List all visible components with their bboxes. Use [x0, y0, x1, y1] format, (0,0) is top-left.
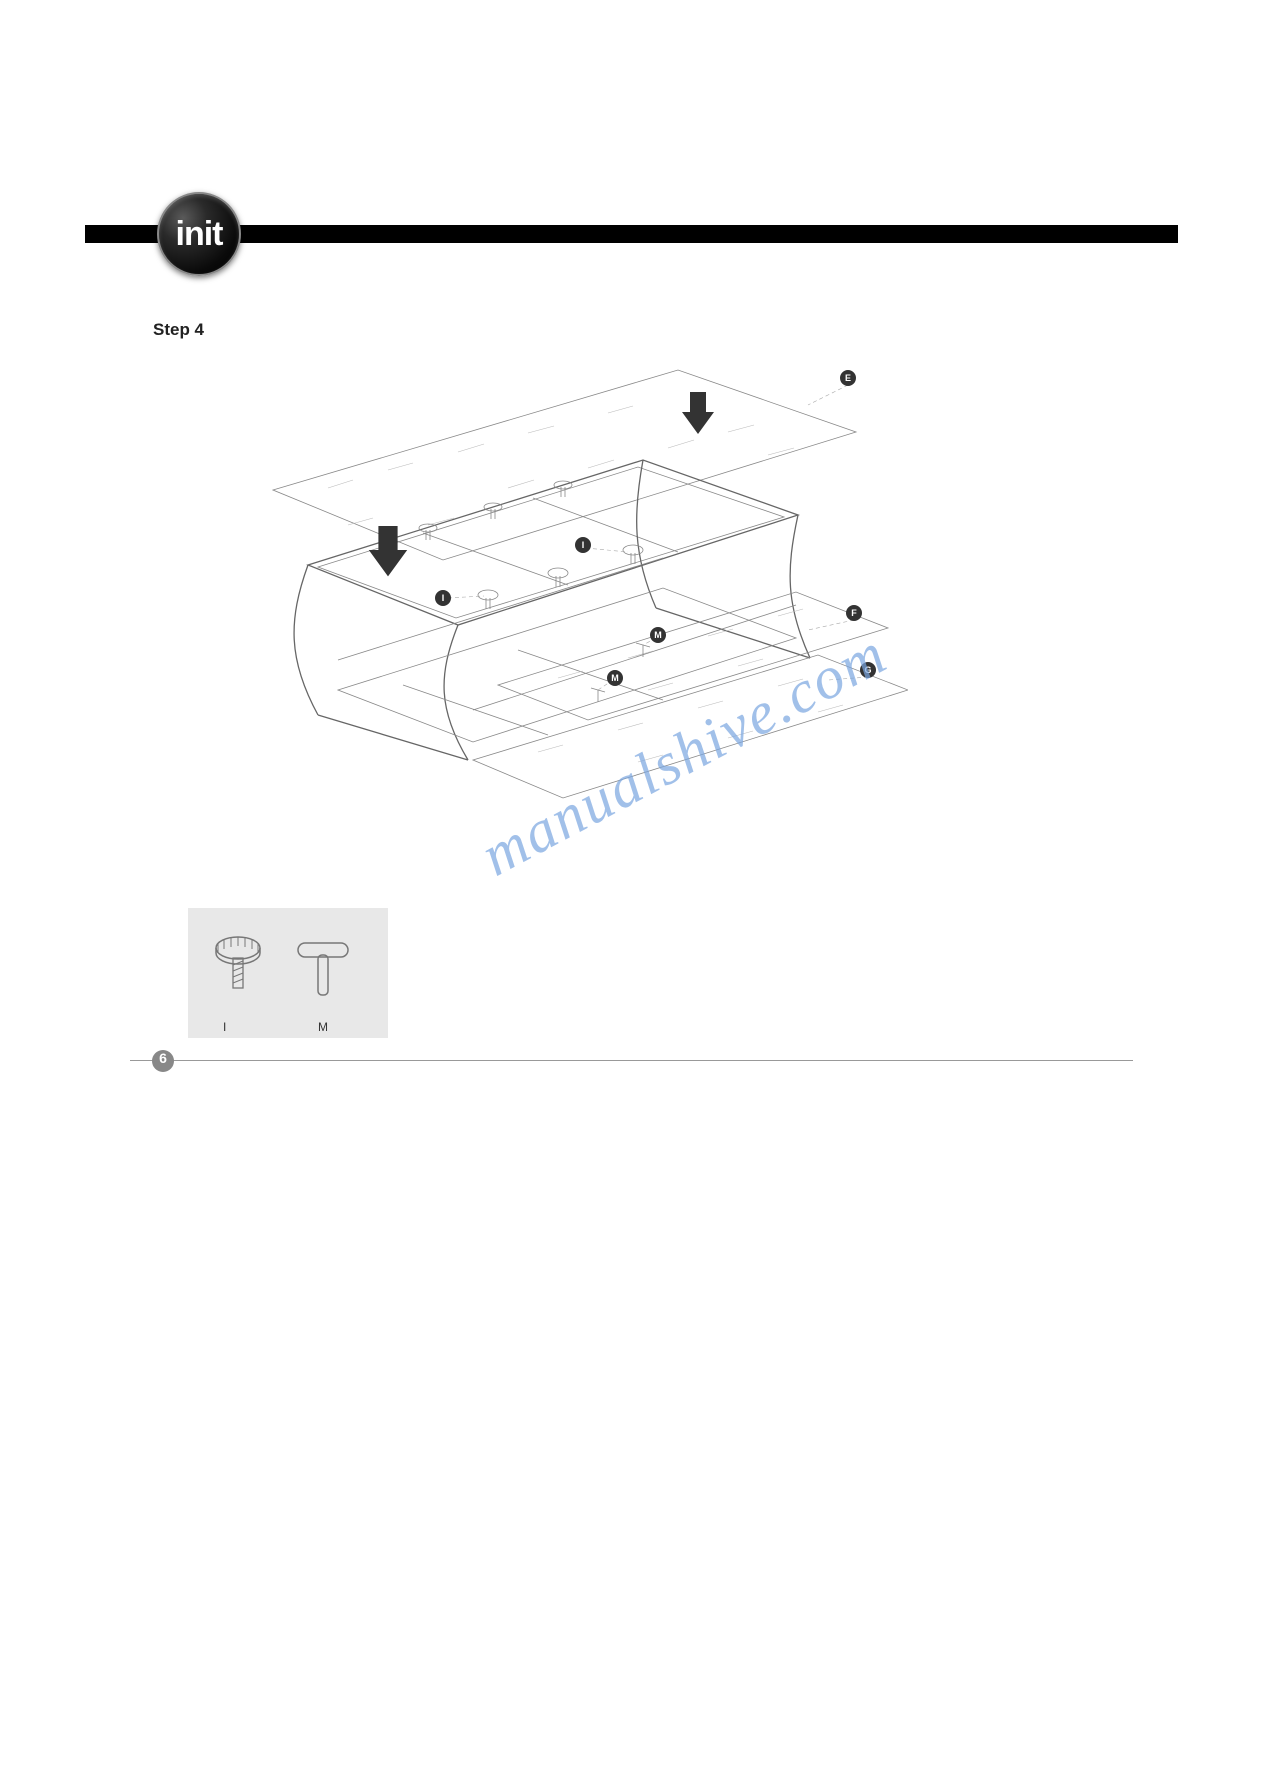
top-shelf-e — [273, 370, 856, 560]
bottom-shelf-g — [473, 655, 908, 798]
svg-text:F: F — [851, 608, 857, 618]
part-label-i: I — [223, 1020, 226, 1034]
callout-m: M — [650, 627, 666, 643]
callout-e: E — [840, 370, 856, 386]
part-tpin-icon — [298, 943, 348, 995]
svg-text:I: I — [582, 540, 585, 550]
frame-lower — [338, 558, 796, 742]
arrow-down-icon — [682, 392, 714, 434]
svg-text:M: M — [611, 673, 619, 683]
callout-m: M — [607, 670, 623, 686]
svg-text:M: M — [654, 630, 662, 640]
svg-text:G: G — [864, 665, 871, 675]
manual-page: init Step 4 — [0, 0, 1263, 1787]
page-number: 6 — [153, 1050, 173, 1066]
brand-logo: init — [157, 192, 241, 276]
svg-text:E: E — [845, 373, 851, 383]
middle-shelf-f — [498, 592, 888, 720]
callout-i: I — [575, 537, 591, 553]
assembly-diagram: E F G I I M M — [188, 360, 908, 870]
step-label: Step 4 — [153, 320, 204, 340]
part-label-m: M — [318, 1020, 328, 1034]
callout-g: G — [860, 662, 876, 678]
footer-divider — [130, 1060, 1133, 1061]
header-bar — [85, 225, 1178, 243]
arrow-down-icon — [369, 526, 407, 576]
svg-text:I: I — [442, 593, 445, 603]
brand-logo-text: init — [176, 215, 223, 254]
part-thumbscrew-icon — [216, 937, 260, 988]
callout-f: F — [846, 605, 862, 621]
callout-i: I — [435, 590, 451, 606]
parts-inset: I M — [188, 908, 388, 1038]
